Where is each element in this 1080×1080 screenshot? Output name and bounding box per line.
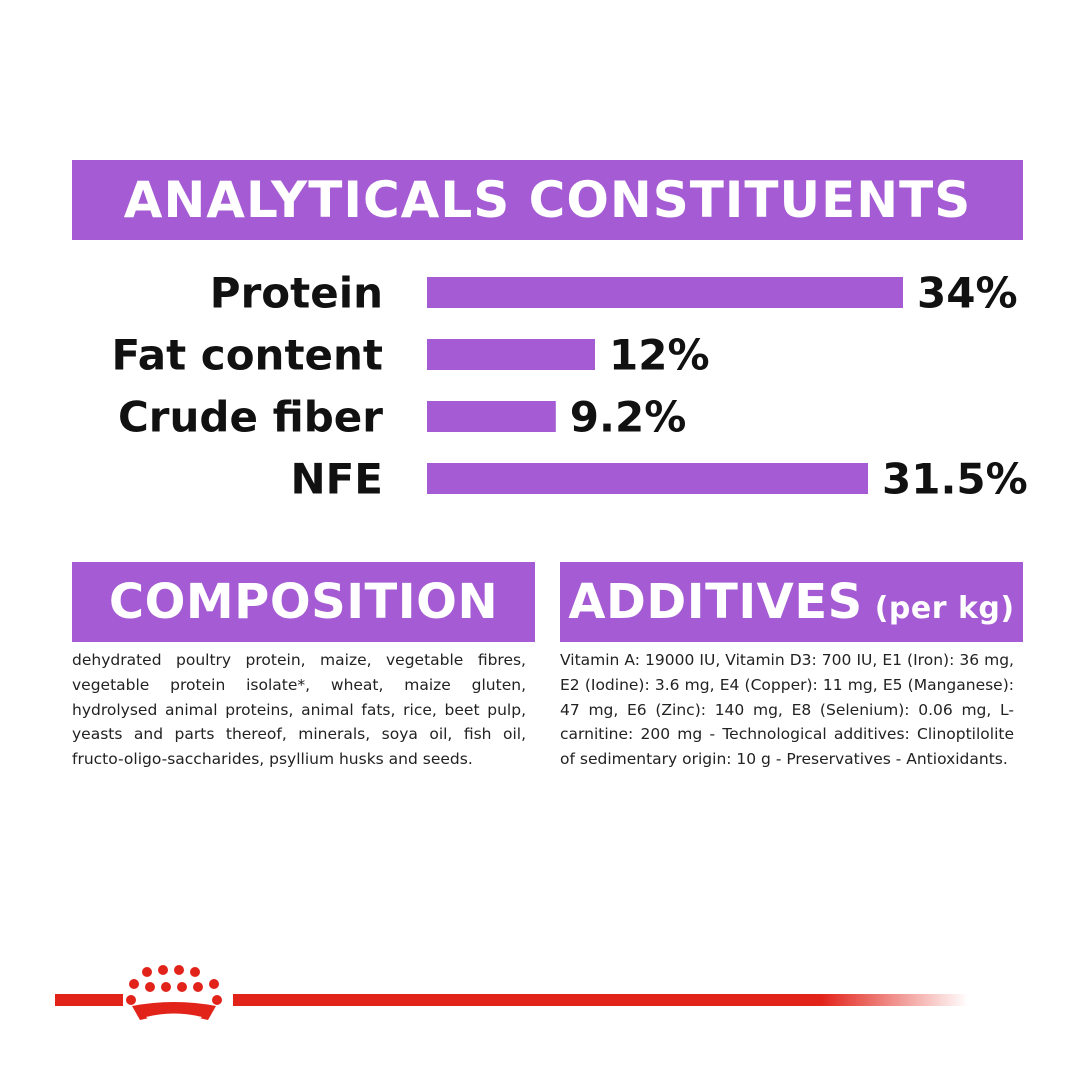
additives-banner: ADDITIVES (per kg) — [560, 562, 1023, 642]
category-label-crude-fiber: Crude fiber — [118, 393, 383, 442]
value-label-nfe: 31.5% — [882, 455, 1028, 504]
additives-title-suffix: (per kg) — [874, 590, 1015, 626]
category-label-nfe: NFE — [290, 455, 383, 504]
analytics-title: ANALYTICALS CONSTITUENTS — [123, 171, 972, 229]
analytics-bar-chart: Protein 34% Fat content 12% Crude fiber 9.2% N… — [112, 269, 1028, 504]
additives-title: ADDITIVES — [568, 574, 863, 630]
footer-red-line-left — [55, 994, 123, 1006]
value-label-fat-content: 12% — [609, 331, 710, 380]
bar-protein — [427, 277, 903, 308]
bar-nfe — [427, 463, 868, 494]
composition-title: COMPOSITION — [108, 574, 499, 630]
bar-fat-content — [427, 339, 595, 370]
value-label-crude-fiber: 9.2% — [570, 393, 686, 442]
footer-red-line-right — [233, 994, 968, 1006]
composition-banner: COMPOSITION — [72, 562, 535, 642]
additives-text: Vitamin A: 19000 IU, Vitamin D3: 700 IU,… — [560, 651, 1014, 769]
category-label-protein: Protein — [210, 269, 383, 318]
crown-icon — [126, 965, 222, 1022]
composition-text: dehydrated poultry protein, maize, veget… — [72, 651, 526, 769]
value-label-protein: 34% — [917, 269, 1018, 318]
brand-footer — [55, 965, 968, 1022]
analytics-banner: ANALYTICALS CONSTITUENTS — [72, 160, 1023, 240]
bar-crude-fiber — [427, 401, 556, 432]
category-label-fat-content: Fat content — [112, 331, 383, 380]
